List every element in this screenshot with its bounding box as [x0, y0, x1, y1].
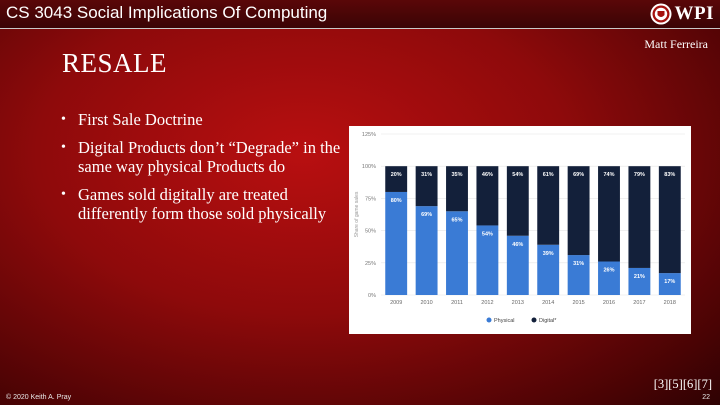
- x-tick-label: 2018: [664, 300, 676, 306]
- bar-physical: [628, 267, 651, 295]
- data-label: 31%: [421, 172, 432, 178]
- bar-digital: [567, 166, 590, 256]
- bar-digital: [385, 166, 408, 192]
- bar-digital: [506, 166, 529, 236]
- course-title: CS 3043 Social Implications Of Computing: [6, 3, 328, 22]
- data-label: 21%: [634, 274, 645, 280]
- data-label: 61%: [543, 172, 554, 178]
- bullet-icon: •: [61, 187, 66, 202]
- data-label: 83%: [664, 172, 675, 178]
- bar-digital: [476, 166, 499, 226]
- data-label: 46%: [512, 242, 523, 248]
- x-tick-label: 2012: [481, 300, 493, 306]
- x-tick-label: 2015: [572, 300, 584, 306]
- header-bar: CS 3043 Social Implications Of Computing…: [0, 0, 720, 29]
- x-tick-label: 2017: [633, 300, 645, 306]
- data-label: 74%: [603, 172, 614, 178]
- bar-physical: [415, 206, 438, 295]
- data-label: 26%: [603, 268, 614, 274]
- bullet-text: Digital Products don’t “Degrade” in the …: [78, 138, 341, 176]
- bar-physical: [598, 261, 620, 295]
- bar-physical: [567, 255, 590, 295]
- data-label: 20%: [391, 172, 402, 178]
- bullet-item: • First Sale Doctrine: [60, 110, 350, 129]
- x-tick-label: 2016: [603, 300, 615, 306]
- bar-physical: [446, 211, 468, 295]
- bullet-list: • First Sale Doctrine • Digital Products d…: [60, 110, 350, 232]
- legend-marker: [531, 317, 537, 323]
- data-label: 69%: [573, 172, 584, 178]
- x-tick-label: 2014: [542, 300, 554, 306]
- bullet-icon: •: [61, 140, 66, 155]
- legend-marker: [486, 317, 492, 323]
- bullet-item: • Digital Products don’t “Degrade” in the…: [60, 138, 350, 176]
- data-label: 54%: [512, 172, 523, 178]
- y-tick-label: 100%: [362, 164, 376, 170]
- bar-physical: [537, 244, 560, 295]
- bar-digital: [537, 166, 560, 245]
- sales-chart: 0% 25% 50% 75% 100% 125% Share of game sales 80…: [349, 126, 691, 334]
- x-tick-label: 2010: [420, 300, 432, 306]
- x-tick-label: 2013: [512, 300, 524, 306]
- references: [3][5][6][7]: [653, 377, 712, 391]
- y-tick-label: 25%: [365, 261, 376, 267]
- data-label: 65%: [451, 217, 462, 223]
- bullet-text: First Sale Doctrine: [78, 110, 203, 129]
- bar-physical: [385, 191, 408, 295]
- bullet-item: • Games sold digitally are treated differ…: [60, 185, 350, 223]
- copyright: © 2020 Keith A. Pray: [6, 394, 72, 401]
- bar-digital: [598, 166, 620, 262]
- x-tick-label: 2011: [451, 300, 463, 306]
- bar-physical: [506, 235, 529, 295]
- bar-digital: [658, 166, 681, 274]
- slide-title: RESALE: [62, 48, 168, 78]
- y-tick-label: 75%: [365, 196, 376, 202]
- legend-label: Digital*: [539, 318, 557, 324]
- y-tick-label: 50%: [365, 229, 376, 235]
- data-label: 80%: [391, 198, 402, 204]
- wpi-seal-icon: [650, 3, 671, 25]
- x-tick-label: 2009: [390, 300, 402, 306]
- logo-text: WPI: [674, 3, 714, 24]
- page-number: 22: [702, 394, 710, 401]
- y-tick-label: 125%: [362, 132, 376, 138]
- legend-label: Physical: [494, 318, 514, 324]
- data-label: 39%: [543, 251, 554, 257]
- bar-digital: [415, 166, 438, 207]
- data-label: 69%: [421, 212, 432, 218]
- stacked-bar-chart: 0% 25% 50% 75% 100% 125% Share of game sales 80…: [354, 132, 685, 324]
- y-tick-label: 0%: [368, 293, 376, 299]
- data-label: 17%: [664, 279, 675, 285]
- bullet-icon: •: [61, 112, 66, 127]
- data-label: 46%: [482, 172, 493, 178]
- bullet-text: Games sold digitally are treated differe…: [78, 185, 327, 223]
- data-label: 35%: [451, 172, 462, 178]
- bar-physical: [476, 225, 499, 295]
- bar-digital: [628, 166, 651, 268]
- bar-digital: [446, 166, 468, 212]
- data-label: 79%: [634, 172, 645, 178]
- author-name: Matt Ferreira: [644, 37, 708, 51]
- y-axis-label: Share of game sales: [354, 191, 360, 237]
- wpi-logo: WPI: [650, 2, 715, 26]
- bar-physical: [658, 273, 681, 295]
- data-label: 31%: [573, 261, 584, 267]
- data-label: 54%: [482, 231, 493, 237]
